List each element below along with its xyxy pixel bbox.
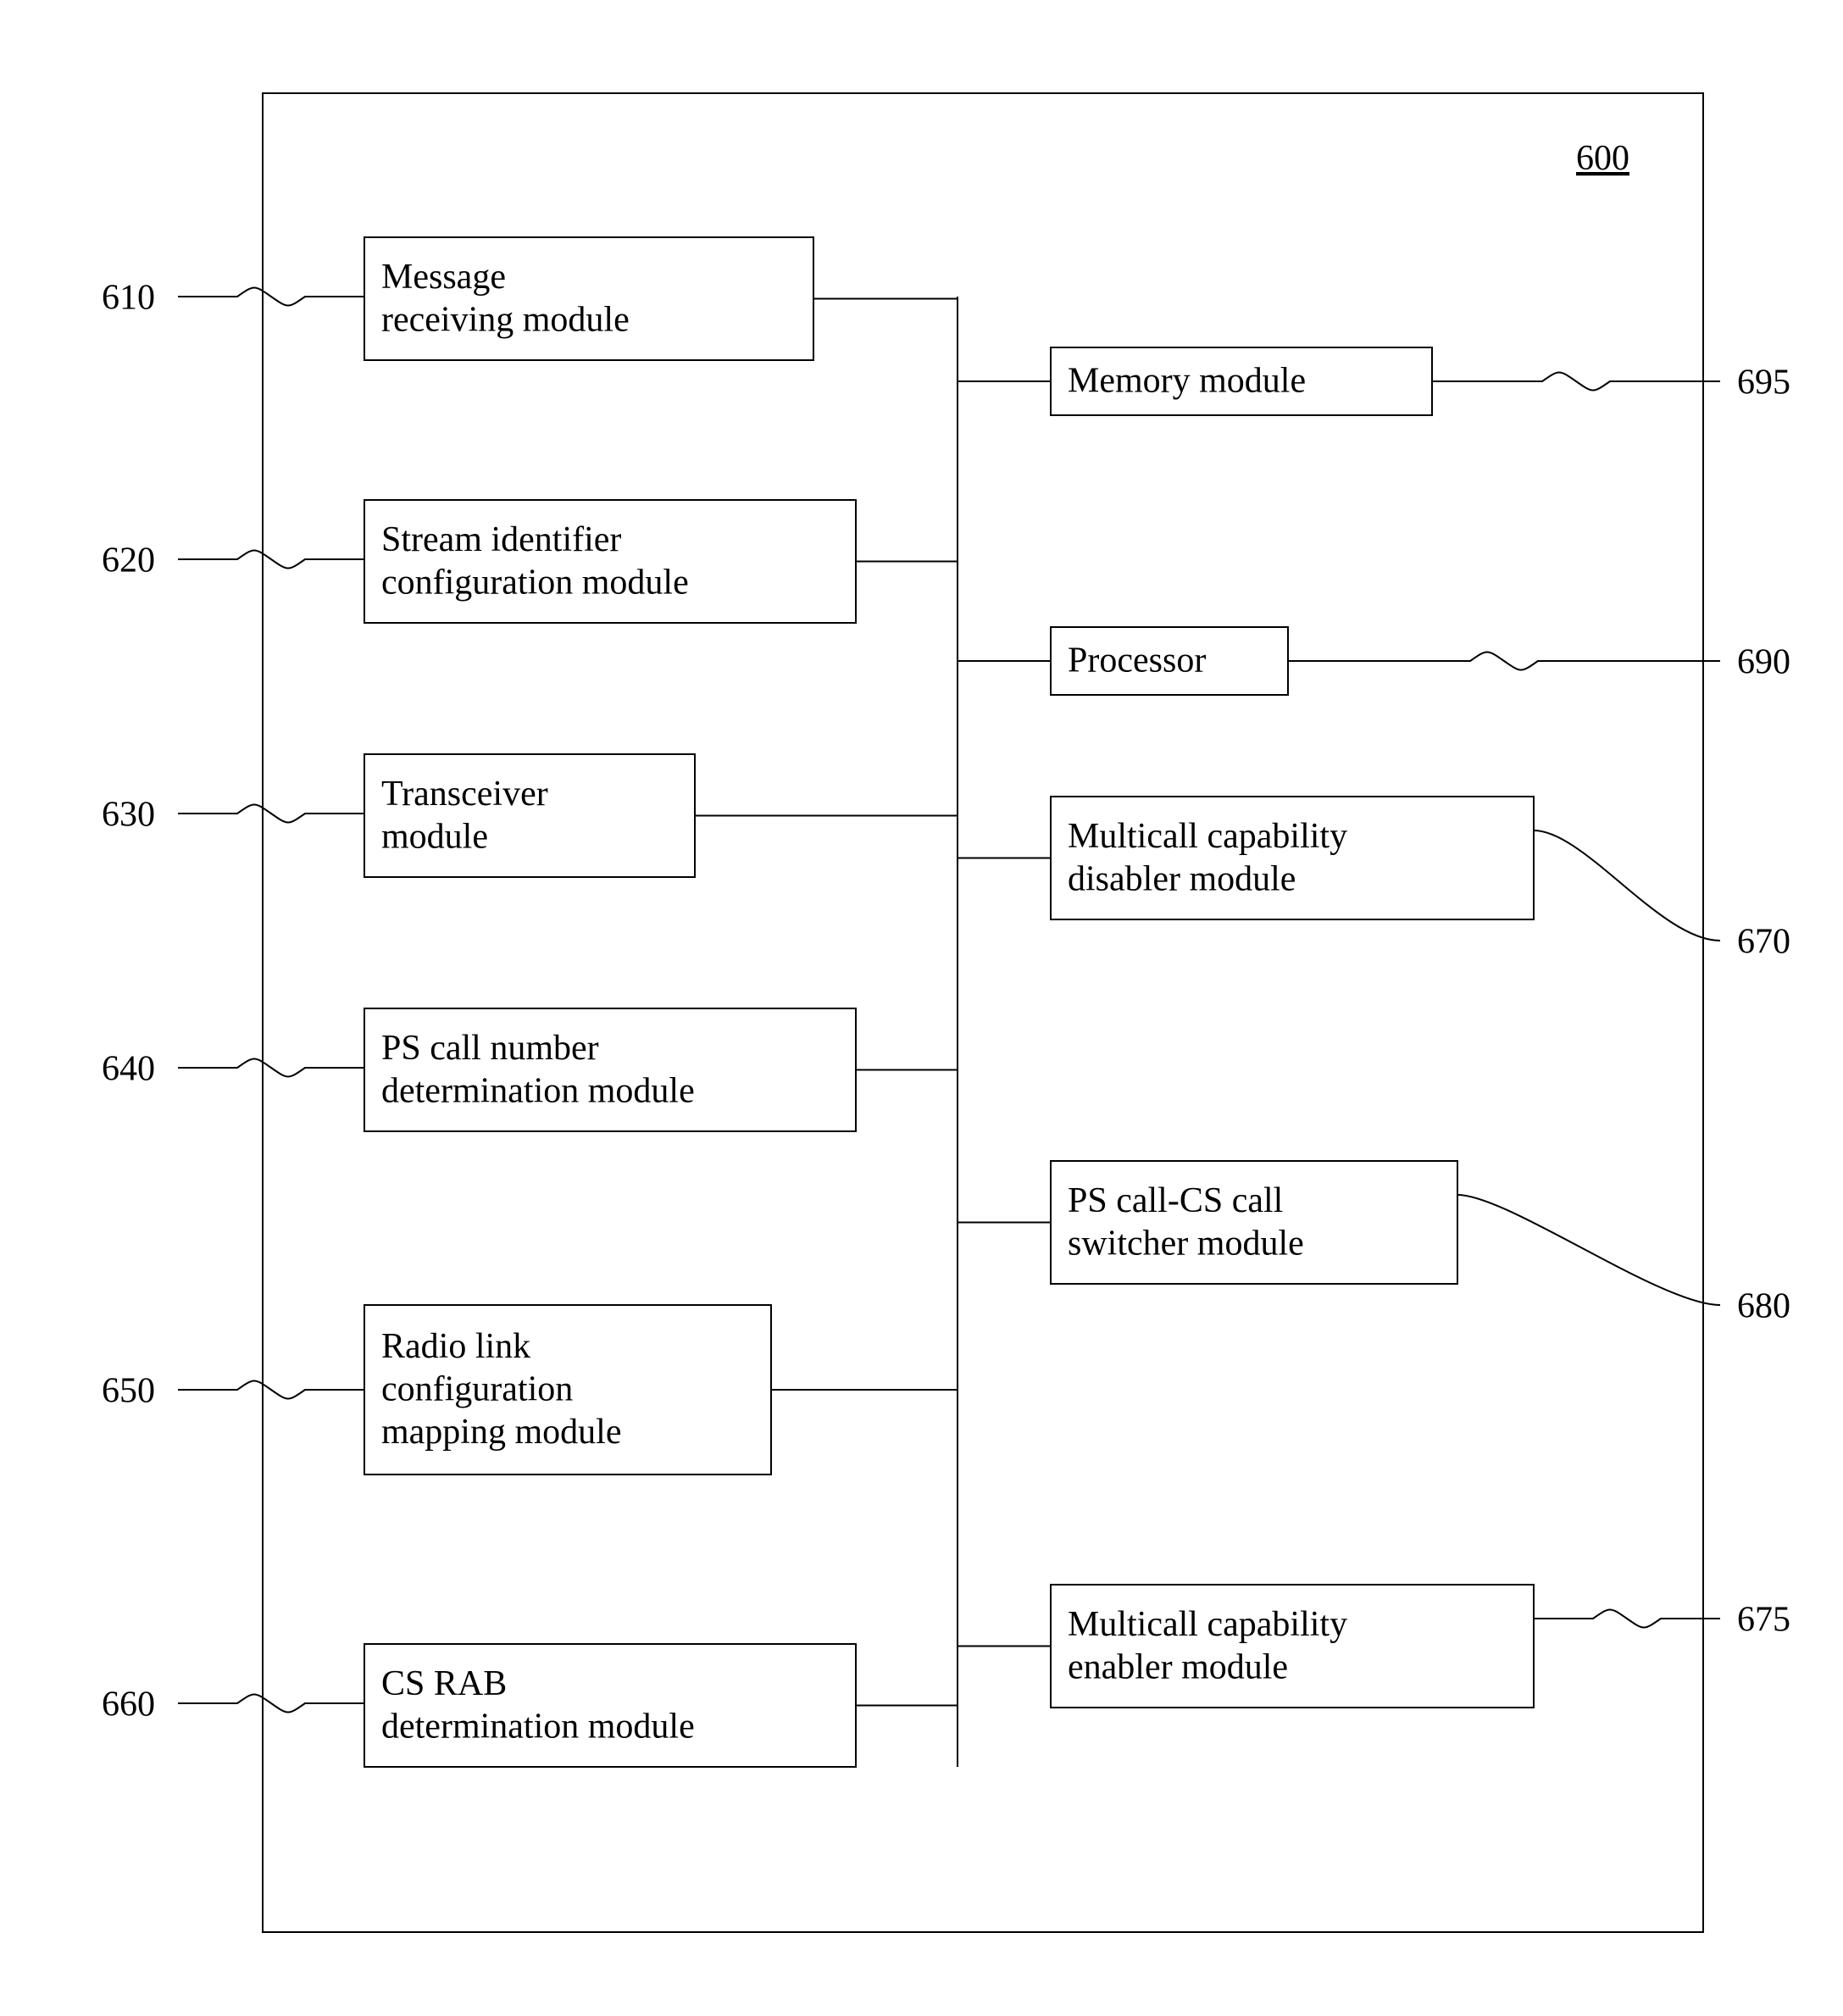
node-620-id: 620 xyxy=(102,541,155,580)
node-650-label: configuration xyxy=(381,1370,573,1409)
node-610-label: Message xyxy=(381,258,506,297)
node-650-id: 650 xyxy=(102,1372,155,1411)
container-id: 600 xyxy=(1576,139,1629,178)
node-620-label: Stream identifier xyxy=(381,520,621,559)
node-675-label: enabler module xyxy=(1068,1647,1288,1686)
node-660-label: CS RAB xyxy=(381,1664,507,1703)
leader-line xyxy=(1534,1610,1720,1628)
node-680 xyxy=(1051,1161,1457,1284)
leader-line xyxy=(1457,1195,1720,1305)
node-630-label: module xyxy=(381,817,488,856)
node-690-id: 690 xyxy=(1737,643,1790,682)
leader-line xyxy=(178,551,364,569)
leader-line xyxy=(178,805,364,823)
node-650-label: mapping module xyxy=(381,1413,621,1452)
node-680-label: switcher module xyxy=(1068,1224,1304,1263)
leader-line xyxy=(178,1381,364,1399)
leader-line xyxy=(1288,653,1720,670)
node-670-label: disabler module xyxy=(1068,859,1296,898)
leader-line xyxy=(1432,373,1720,391)
node-670-id: 670 xyxy=(1737,923,1790,962)
leader-line xyxy=(178,1695,364,1713)
node-650-label: Radio link xyxy=(381,1327,530,1366)
node-680-id: 680 xyxy=(1737,1287,1790,1326)
node-640 xyxy=(364,1008,856,1131)
node-680-label: PS call-CS call xyxy=(1068,1181,1283,1220)
node-675-label: Multicall capability xyxy=(1068,1605,1347,1644)
node-630-label: Transceiver xyxy=(381,775,548,814)
node-675-id: 675 xyxy=(1737,1601,1790,1640)
node-660-label: determination module xyxy=(381,1707,695,1746)
node-610 xyxy=(364,237,813,360)
node-610-id: 610 xyxy=(102,279,155,318)
node-695-label: Memory module xyxy=(1068,362,1306,401)
node-640-label: PS call number xyxy=(381,1029,599,1068)
node-670 xyxy=(1051,797,1534,919)
node-640-id: 640 xyxy=(102,1050,155,1089)
leader-line xyxy=(178,288,364,306)
node-620-label: configuration module xyxy=(381,563,689,602)
node-660-id: 660 xyxy=(102,1686,155,1724)
container-600 xyxy=(263,93,1703,1932)
node-630-id: 630 xyxy=(102,796,155,835)
leader-line xyxy=(178,1059,364,1077)
node-695-id: 695 xyxy=(1737,364,1790,403)
node-660 xyxy=(364,1644,856,1767)
node-670-label: Multicall capability xyxy=(1068,817,1347,856)
node-630 xyxy=(364,754,695,877)
leader-line xyxy=(1534,830,1720,941)
node-690-label: Processor xyxy=(1068,641,1206,680)
node-620 xyxy=(364,500,856,623)
node-610-label: receiving module xyxy=(381,300,630,339)
block-diagram: 600 Messagereceiving module 610 Stream iden… xyxy=(0,0,1843,2016)
node-675 xyxy=(1051,1585,1534,1708)
node-640-label: determination module xyxy=(381,1071,695,1110)
